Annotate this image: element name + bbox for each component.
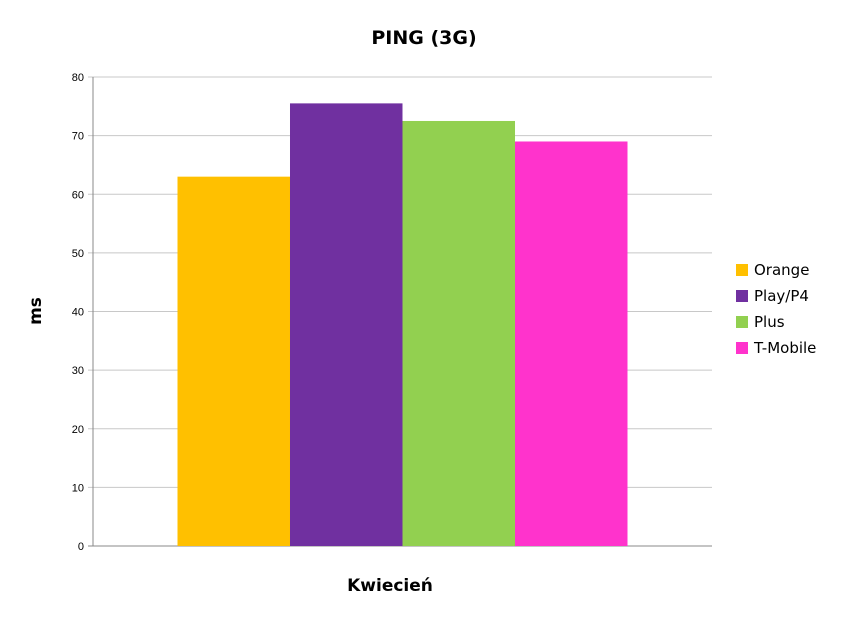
y-tick-label: 70 (72, 131, 84, 143)
y-axis-title: ms (26, 297, 46, 325)
y-tick-label: 80 (72, 72, 84, 84)
y-tick-label: 10 (72, 482, 84, 494)
chart-title: PING (3G) (371, 27, 476, 49)
legend: Orange Play/P4 Plus T-Mobile (736, 261, 816, 357)
y-axis-ticks: 0 10 20 30 40 50 60 70 80 (72, 72, 84, 553)
legend-label: Plus (754, 313, 785, 331)
legend-swatch (736, 264, 748, 276)
legend-label: Orange (754, 261, 809, 279)
y-tick-label: 50 (72, 248, 84, 260)
y-tick-label: 60 (72, 189, 84, 201)
y-tick-label: 40 (72, 307, 84, 319)
legend-swatch (736, 290, 748, 302)
bars (177, 103, 628, 547)
y-tick-label: 20 (72, 424, 84, 436)
x-axis-title: Kwiecień (347, 576, 433, 596)
legend-label: T-Mobile (753, 339, 816, 357)
y-tick-label: 0 (78, 541, 84, 553)
legend-swatch (736, 342, 748, 354)
bar-play-p4 (289, 103, 403, 546)
bar-plus (402, 120, 516, 546)
y-tick-label: 30 (72, 365, 84, 377)
legend-label: Play/P4 (754, 287, 809, 305)
bar-t-mobile (515, 141, 628, 547)
legend-swatch (736, 316, 748, 328)
bar-orange (177, 176, 290, 546)
